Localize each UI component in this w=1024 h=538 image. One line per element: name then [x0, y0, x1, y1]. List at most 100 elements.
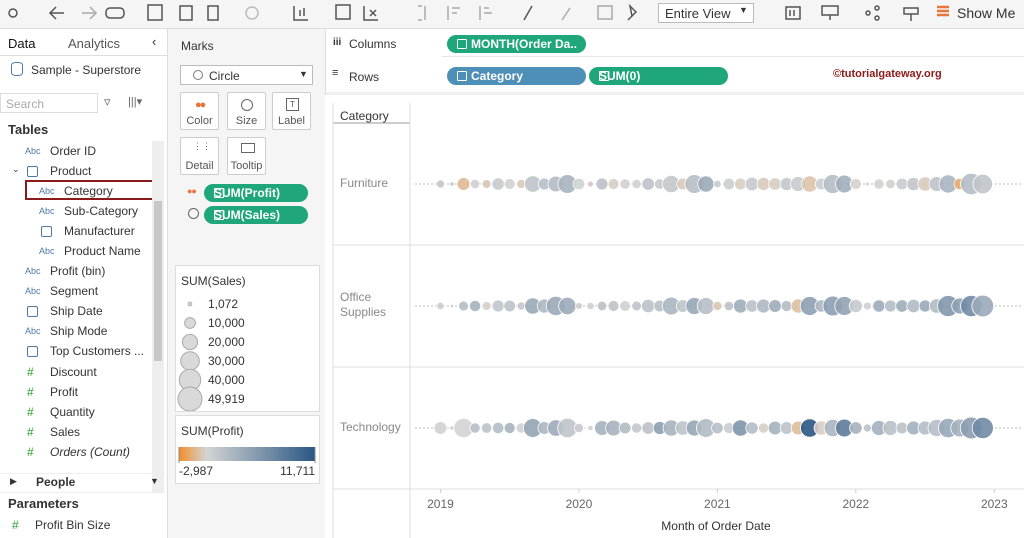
filter-icon[interactable]: ▿: [104, 94, 111, 109]
field-name[interactable]: Profit (bin): [50, 264, 106, 278]
size-legend-label: 1,072: [208, 297, 238, 311]
bubble: [641, 421, 655, 435]
bubble: [862, 301, 872, 311]
field-name[interactable]: Top Customers ...: [50, 344, 145, 358]
swap-axes[interactable]: [418, 5, 426, 21]
row-label: Technology: [340, 420, 401, 434]
field-name[interactable]: Manufacturer: [64, 224, 135, 238]
bubble: [849, 178, 862, 190]
swap[interactable]: [105, 7, 125, 19]
scrollbar: [152, 141, 164, 493]
field-name[interactable]: Order ID: [50, 144, 97, 158]
color-glyph: ●●: [195, 99, 206, 111]
field-name[interactable]: Segment: [50, 284, 99, 298]
field-name[interactable]: Sales: [50, 425, 81, 439]
labels[interactable]: [597, 5, 613, 20]
duplicate[interactable]: [335, 4, 351, 20]
bubble: [619, 300, 631, 312]
bubble: [607, 178, 620, 190]
refresh[interactable]: [245, 6, 259, 20]
presentation[interactable]: [821, 5, 839, 20]
fit-dropdown[interactable]: Entire View ▼: [658, 3, 754, 23]
share-a[interactable]: [865, 10, 871, 16]
clear[interactable]: [363, 6, 378, 21]
size-legend-label: 49,919: [208, 392, 245, 406]
show-cards[interactable]: [785, 6, 801, 20]
columns-pill[interactable]: MONTH(Order Da..: [447, 35, 586, 53]
people[interactable]: People: [36, 475, 76, 489]
bubble: [503, 299, 517, 313]
field-type: #: [27, 385, 34, 399]
field-name[interactable]: Sub-Category: [64, 204, 139, 218]
scroll-thumb[interactable]: [154, 201, 162, 361]
bubble: [865, 181, 870, 187]
fix-axes[interactable]: [627, 3, 638, 21]
people-arrow[interactable]: ▶: [10, 476, 17, 486]
bubble: [491, 299, 505, 313]
field-name[interactable]: Ship Date: [50, 304, 103, 318]
field-name[interactable]: Quantity: [50, 405, 95, 419]
color-max-label: 11,711: [280, 464, 315, 478]
bubble: [631, 300, 642, 312]
cards-pane: Marks Circle ▼ Color ●● Size Label T Det…: [168, 29, 326, 538]
field-name[interactable]: Category: [64, 184, 113, 198]
tab-data[interactable]: Data: [8, 36, 36, 51]
columns-label: Columns: [349, 37, 397, 51]
columns-shelf: [442, 32, 1024, 57]
bubble: [696, 297, 715, 315]
undo[interactable]: [48, 6, 64, 20]
size-button[interactable]: Size: [227, 92, 266, 130]
label-button[interactable]: Label T: [272, 92, 311, 130]
field-name[interactable]: Orders (Count): [50, 445, 131, 459]
bubble: [884, 299, 897, 313]
source-name[interactable]: Sample - Superstore: [31, 63, 142, 77]
toolbar-icons: [8, 3, 949, 21]
group[interactable]: [561, 7, 571, 21]
field-name[interactable]: Profit: [50, 385, 79, 399]
mark-type-dropdown[interactable]: Circle ▼: [180, 65, 313, 85]
tooltip-button[interactable]: Tooltip: [227, 137, 266, 175]
people-scroll[interactable]: ▼: [150, 476, 159, 486]
color-button[interactable]: Color ●●: [180, 92, 219, 130]
share-c[interactable]: [874, 15, 880, 21]
show-me-icon[interactable]: [937, 5, 949, 17]
tooltip-toggle[interactable]: [903, 7, 919, 21]
bubble: [745, 421, 759, 435]
field-name[interactable]: Discount: [50, 365, 97, 379]
bubble: [516, 301, 526, 311]
search-box[interactable]: Search: [0, 93, 98, 113]
field-name[interactable]: Ship Mode: [50, 324, 108, 338]
new-source[interactable]: [179, 5, 193, 21]
row-label: Furniture: [340, 176, 389, 190]
collapse[interactable]: ‹: [152, 34, 157, 49]
field-name[interactable]: Product Name: [64, 244, 141, 258]
rows-pill-category[interactable]: Category: [447, 67, 586, 85]
bubble: [711, 421, 724, 435]
new-sheet[interactable]: [293, 6, 308, 21]
sort-asc[interactable]: [447, 6, 460, 20]
param-name[interactable]: Profit Bin Size: [35, 518, 111, 532]
sort-desc[interactable]: [479, 6, 492, 20]
save[interactable]: [147, 4, 163, 21]
rows-pill-sum[interactable]: SUM(0): [589, 67, 728, 85]
bubble: [481, 179, 492, 189]
profit-pill[interactable]: SUM(Profit): [204, 184, 308, 202]
color-legend-ramp: -2,987 11,711: [178, 447, 316, 478]
bubble: [631, 178, 642, 190]
bubble: [607, 300, 620, 312]
share-b[interactable]: [874, 5, 880, 11]
show-me[interactable]: Show Me: [957, 5, 1016, 21]
pause[interactable]: [207, 5, 219, 21]
view-icon[interactable]: |||▾: [128, 96, 143, 108]
source-icon: [11, 62, 23, 76]
redo[interactable]: [82, 6, 98, 20]
field-name[interactable]: Product: [50, 164, 92, 178]
bubble: [481, 301, 492, 311]
detail-button[interactable]: Detail ⋮⋮: [180, 137, 219, 175]
profit-pill-icon: ●●: [187, 186, 197, 196]
color-ramp: [179, 447, 315, 461]
sales-pill[interactable]: SUM(Sales): [204, 206, 308, 224]
tab-analytics[interactable]: Analytics: [68, 36, 121, 51]
highlight[interactable]: [523, 5, 533, 21]
